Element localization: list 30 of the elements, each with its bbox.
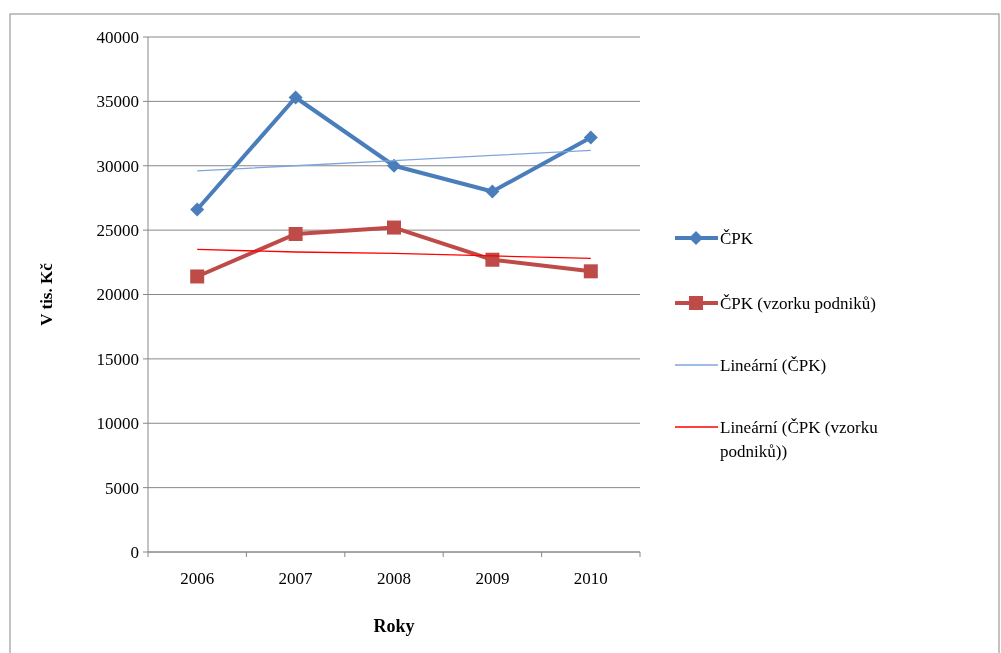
y-tick-label: 30000 (96, 156, 139, 176)
legend-label: Lineární (ČPK) (720, 355, 827, 375)
x-axis-title: Roky (373, 616, 415, 636)
y-tick-label: 0 (130, 542, 139, 562)
legend-label: ČPK (vzorku podniků) (720, 293, 876, 313)
point (583, 130, 598, 145)
y-tick-label: 35000 (96, 92, 139, 112)
legend-label: ČPK (720, 228, 754, 248)
x-tick-label: 2006 (180, 569, 215, 588)
x-tick-label: 2010 (573, 569, 608, 588)
y-axis-title: V tis. Kč (37, 262, 56, 326)
x-tick-label: 2009 (475, 569, 510, 588)
legend-label: Lineární (ČPK (vzorku podniků)) (720, 417, 879, 461)
point (485, 184, 500, 199)
point (190, 202, 205, 217)
y-tick-label: 15000 (96, 349, 139, 369)
y-tick-label: 5000 (105, 478, 139, 498)
point (288, 90, 303, 105)
point (190, 269, 205, 284)
x-tick-label: 2007 (278, 569, 314, 588)
point (583, 264, 598, 279)
point (387, 220, 401, 235)
line-series (196, 149, 592, 172)
point (288, 226, 303, 241)
y-tick-label: 25000 (96, 221, 139, 241)
point (387, 158, 401, 173)
y-tick-label: 40000 (96, 27, 139, 47)
y-tick-label: 20000 (96, 285, 139, 305)
x-tick-label: 2008 (377, 569, 411, 588)
y-tick-label: 10000 (96, 414, 139, 434)
